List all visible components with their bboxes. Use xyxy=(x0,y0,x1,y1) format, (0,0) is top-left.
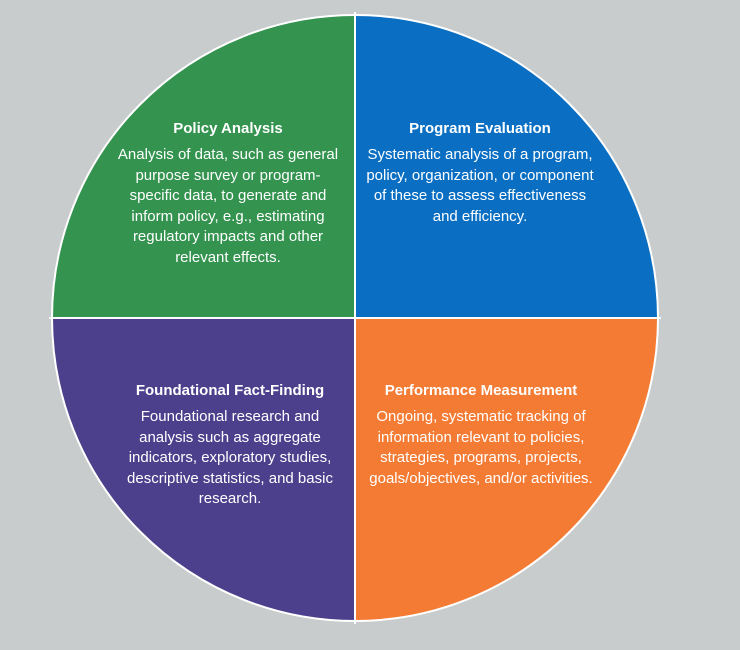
foundational-fact-finding-title: Foundational Fact-Finding xyxy=(135,382,325,399)
performance-measurement-description: Ongoing, systematic tracking of informat… xyxy=(369,408,593,487)
program-evaluation-title: Program Evaluation xyxy=(409,120,551,137)
policy-analysis-title: Policy Analysis xyxy=(173,120,283,137)
circle-outline xyxy=(51,14,659,622)
quadrant-program-evaluation xyxy=(355,15,658,318)
program-evaluation-block: Program Evaluation Systematic analysis o… xyxy=(360,119,600,227)
quadrant-policy-analysis xyxy=(52,15,355,318)
program-evaluation-description: Systematic analysis of a program, policy… xyxy=(366,146,594,225)
foundational-fact-finding-block: Foundational Fact-Finding Foundational r… xyxy=(112,381,348,510)
performance-measurement-title: Performance Measurement xyxy=(384,382,578,399)
policy-analysis-description: Analysis of data, such as general purpos… xyxy=(117,146,339,266)
performance-measurement-block: Performance Measurement Ongoing, systema… xyxy=(362,381,600,489)
quadrant-performance-measurement xyxy=(355,318,658,621)
policy-analysis-block: Policy Analysis Analysis of data, such a… xyxy=(113,119,343,268)
quadrant-foundational-fact-finding xyxy=(52,318,355,621)
foundational-fact-finding-description: Foundational research and analysis such … xyxy=(127,408,333,507)
